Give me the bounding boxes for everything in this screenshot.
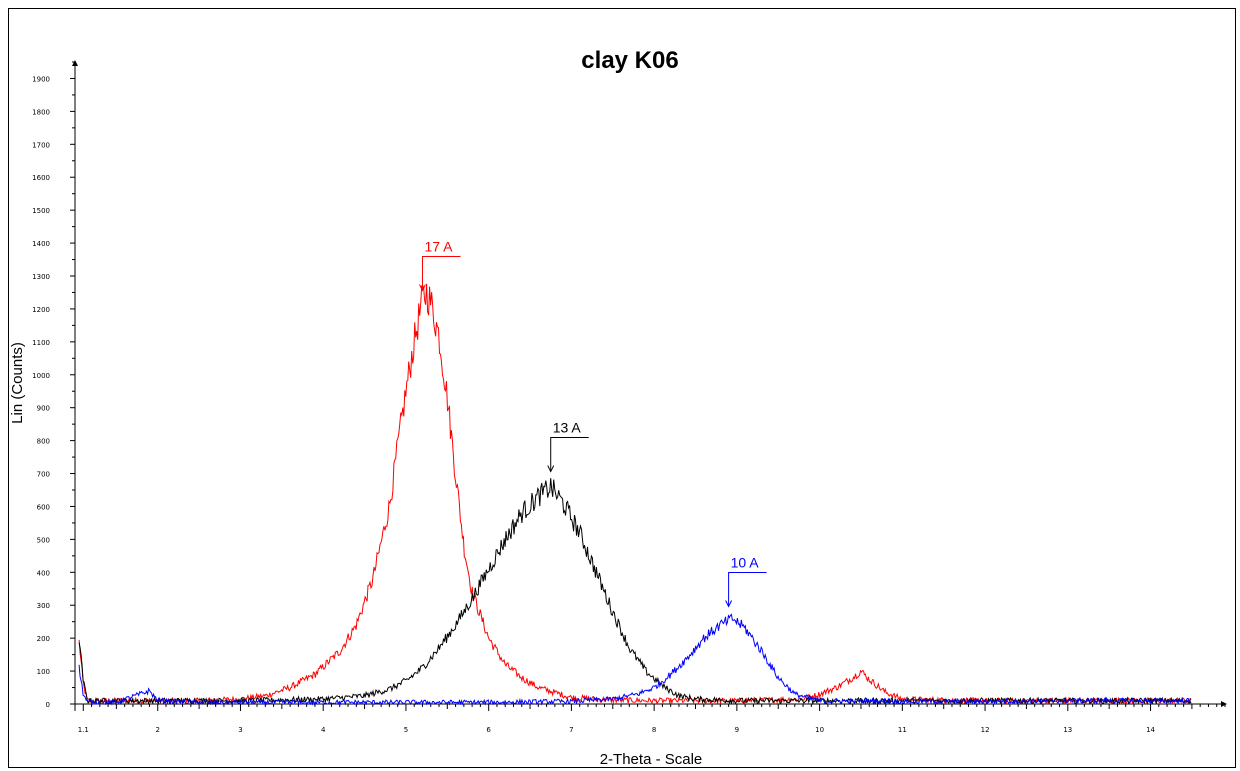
y-axis-arrow <box>72 60 78 66</box>
y-tick-label: 1700 <box>32 141 50 149</box>
peak-annotation: 13 A <box>547 420 589 473</box>
x-tick-label: 11 <box>898 726 907 734</box>
annotation-bracket <box>550 437 589 472</box>
y-tick-label: 1500 <box>32 207 50 215</box>
series-line-1 <box>78 283 1192 706</box>
y-tick-label: 800 <box>37 438 50 446</box>
y-tick-label: 1900 <box>32 75 50 83</box>
x-tick-label: 8 <box>652 726 656 734</box>
y-tick-label: 600 <box>37 503 50 511</box>
peak-annotation: 10 A <box>725 555 767 608</box>
peak-annotations: 17 A 13 A 10 A <box>419 238 767 608</box>
x-tick-label: 5 <box>404 726 408 734</box>
chart-title: clay K06 <box>581 47 678 74</box>
y-tick-label: 100 <box>37 668 50 676</box>
x-tick-label: 14 <box>1146 726 1155 734</box>
y-tick-label: 1100 <box>32 339 50 347</box>
x-axis-arrow <box>1221 701 1227 707</box>
annotation-arrow <box>725 600 733 608</box>
annotation-bracket <box>728 572 767 607</box>
x-tick-label: 7 <box>569 726 573 734</box>
peak-annotation: 17 A <box>419 238 461 292</box>
y-tick-label: 1600 <box>32 174 50 182</box>
y-axis-title: Lin (Counts) <box>9 342 26 424</box>
y-tick-label: 500 <box>37 536 50 544</box>
y-tick-label: 1200 <box>32 306 50 314</box>
series-line-3 <box>78 613 1192 706</box>
x-tick-label: 1.1 <box>78 726 89 734</box>
x-tick-label: 10 <box>815 726 824 734</box>
y-tick-label: 1800 <box>32 108 50 116</box>
x-axis-title: 2-Theta - Scale <box>600 751 703 768</box>
axes: 0 100 200 300 400 500 600 700 800 900 1000 1100 1200… <box>32 60 1227 734</box>
y-tick-label: 900 <box>37 405 50 413</box>
annotation-label: 13 A <box>553 420 582 436</box>
y-tick-label: 1300 <box>32 273 50 281</box>
x-tick-label: 6 <box>486 726 491 734</box>
x-tick-label: 13 <box>1063 726 1072 734</box>
x-tick-label: 4 <box>321 726 326 734</box>
y-tick-label: 400 <box>37 569 50 577</box>
series-line-2 <box>78 478 1192 706</box>
x-tick-label: 12 <box>981 726 990 734</box>
annotation-arrow <box>547 465 555 473</box>
y-tick-label: 700 <box>37 471 50 479</box>
x-tick-label: 9 <box>735 726 739 734</box>
y-tick-label: 200 <box>37 635 50 643</box>
annotation-label: 17 A <box>424 238 453 254</box>
x-tick-label: 3 <box>238 726 242 734</box>
annotation-arrow <box>419 284 426 292</box>
y-tick-label: 1000 <box>32 372 50 380</box>
y-tick-label: 0 <box>46 701 50 709</box>
x-tick-label: 2 <box>155 726 159 734</box>
series-layer <box>78 283 1192 706</box>
y-tick-label: 300 <box>37 602 50 610</box>
y-tick-label: 1400 <box>32 240 50 248</box>
annotation-bracket <box>421 255 461 291</box>
annotation-label: 10 A <box>731 555 760 571</box>
chart-frame <box>8 8 1236 768</box>
